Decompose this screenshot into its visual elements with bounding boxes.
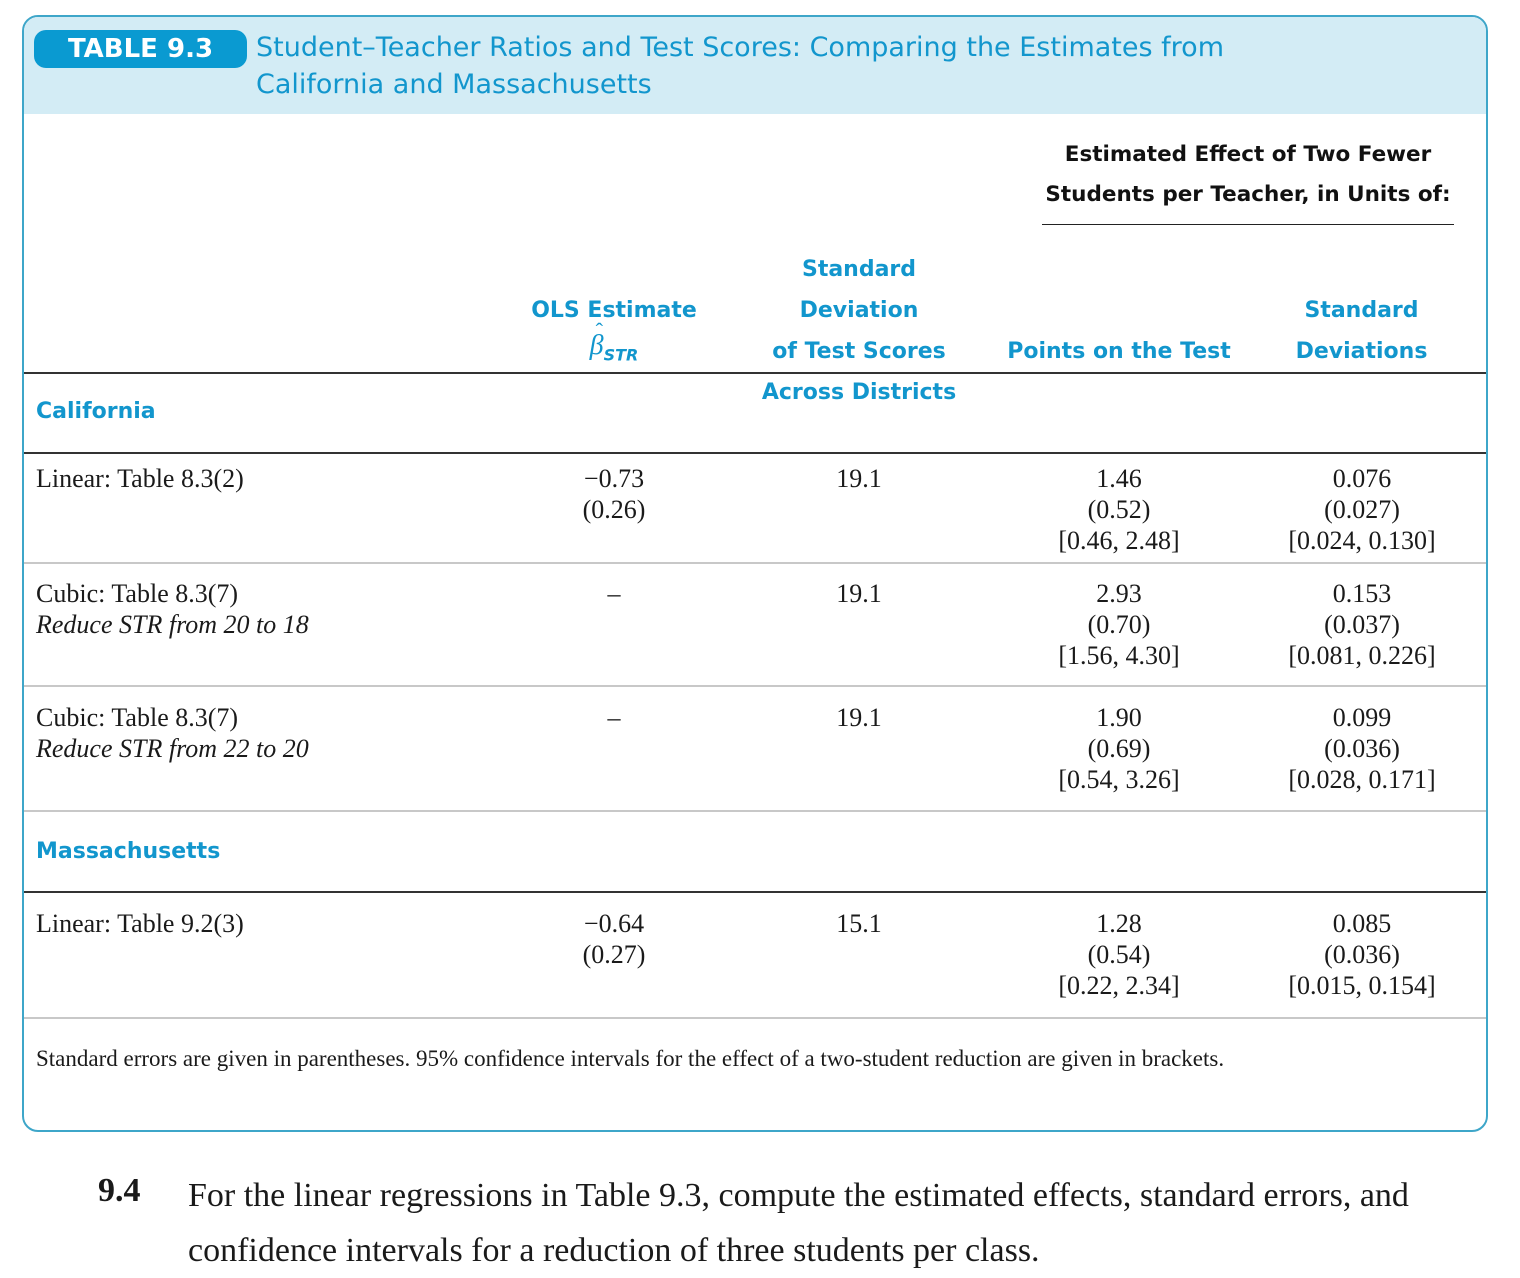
- row1-points-ci: [0.46, 2.48]: [1058, 526, 1180, 555]
- row1-label: Linear: Table 8.3(2): [36, 464, 244, 493]
- group-header-rule: [1042, 224, 1454, 225]
- row4-rule: [24, 1017, 1486, 1019]
- group-header: Estimated Effect of Two Fewer Students p…: [1042, 135, 1454, 215]
- col-header-ols: OLS Estimate β ˆ STR: [514, 290, 714, 371]
- massachusetts-rule: [24, 891, 1486, 893]
- row4-points-se: (0.54): [1087, 940, 1151, 969]
- row2-stdev: 0.153 (0.037) [0.081, 0.226]: [1252, 578, 1472, 671]
- row1-stdev-se: (0.027): [1324, 495, 1400, 524]
- section-massachusetts: Massachusetts: [36, 839, 221, 864]
- row1-ols-se: (0.26): [582, 495, 646, 524]
- row1-stdev: 0.076 (0.027) [0.024, 0.130]: [1252, 463, 1472, 556]
- col-header-sd-line2: of Test Scores: [772, 339, 946, 364]
- col-header-stdev-line2: Deviations: [1295, 339, 1428, 364]
- table-9-3: TABLE 9.3 Student–Teacher Ratios and Tes…: [22, 15, 1488, 1132]
- row2-points-value: 2.93: [1096, 579, 1142, 608]
- row1-sd: 19.1: [836, 464, 882, 493]
- row4-stdev-value: 0.085: [1332, 909, 1392, 938]
- beta-subscript: STR: [603, 345, 639, 365]
- row3-points-ci: [0.54, 3.26]: [1058, 765, 1180, 794]
- title-band: TABLE 9.3 Student–Teacher Ratios and Tes…: [24, 17, 1486, 114]
- row4-label: Linear: Table 9.2(3): [36, 909, 244, 938]
- col-header-stdev-line1: Standard: [1304, 298, 1419, 323]
- row3-stdev-value: 0.099: [1332, 703, 1392, 732]
- row1-ols: −0.73 (0.26): [514, 463, 714, 525]
- exercise-text: For the linear regressions in Table 9.3,…: [188, 1177, 1409, 1269]
- row4-sd: 15.1: [836, 909, 882, 938]
- col-header-ols-symbol: β ˆ STR: [514, 318, 714, 371]
- row2-ols: –: [607, 579, 621, 608]
- row2-label: Cubic: Table 8.3(7) Reduce STR from 20 t…: [36, 578, 309, 640]
- row4-points-ci: [0.22, 2.34]: [1058, 971, 1180, 1000]
- table-badge: TABLE 9.3: [34, 30, 247, 68]
- row4-stdev: 0.085 (0.036) [0.015, 0.154]: [1252, 908, 1472, 1001]
- row3-sd: 19.1: [836, 703, 882, 732]
- col-header-stdev: Standard Deviations: [1264, 290, 1459, 372]
- col-header-points: Points on the Test: [1007, 339, 1231, 364]
- row3-label-sub: Reduce STR from 22 to 20: [36, 734, 309, 763]
- row3-ols: –: [607, 703, 621, 732]
- table-title: Student–Teacher Ratios and Test Scores: …: [256, 29, 1376, 103]
- row2-rule: [24, 685, 1486, 687]
- california-rule: [24, 452, 1486, 454]
- row3-stdev-ci: [0.028, 0.171]: [1288, 765, 1436, 794]
- col-header-sd-line3: Across Districts: [761, 380, 957, 405]
- group-header-line1: Estimated Effect of Two Fewer: [1064, 142, 1432, 167]
- row4-points: 1.28 (0.54) [0.22, 2.34]: [1019, 908, 1219, 1001]
- row2-points-se: (0.70): [1087, 610, 1151, 639]
- row1-ols-value: −0.73: [583, 464, 645, 493]
- row4-stdev-se: (0.036): [1324, 940, 1400, 969]
- row2-points-ci: [1.56, 4.30]: [1058, 641, 1180, 670]
- section-california: California: [36, 399, 156, 424]
- row2-label-main: Cubic: Table 8.3(7): [36, 579, 239, 608]
- row3-stdev: 0.099 (0.036) [0.028, 0.171]: [1252, 702, 1472, 795]
- row4-ols: −0.64 (0.27): [514, 908, 714, 970]
- row3-label: Cubic: Table 8.3(7) Reduce STR from 22 t…: [36, 702, 309, 764]
- row2-stdev-se: (0.037): [1324, 610, 1400, 639]
- row4-ols-value: −0.64: [583, 909, 645, 938]
- row1-stdev-value: 0.076: [1332, 464, 1392, 493]
- row3-points: 1.90 (0.69) [0.54, 3.26]: [1019, 702, 1219, 795]
- table-note: Standard errors are given in parentheses…: [36, 1046, 1225, 1071]
- row3-rule: [24, 810, 1486, 812]
- table-title-line1: Student–Teacher Ratios and Test Scores: …: [256, 32, 1224, 63]
- col-header-sd: Standard Deviation of Test Scores Across…: [739, 249, 979, 413]
- row4-points-value: 1.28: [1096, 909, 1142, 938]
- row2-stdev-ci: [0.081, 0.226]: [1288, 641, 1436, 670]
- row1-points: 1.46 (0.52) [0.46, 2.48]: [1019, 463, 1219, 556]
- row2-sd: 19.1: [836, 579, 882, 608]
- row1-stdev-ci: [0.024, 0.130]: [1288, 526, 1436, 555]
- group-header-line2: Students per Teacher, in Units of:: [1045, 182, 1451, 207]
- row4-stdev-ci: [0.015, 0.154]: [1288, 971, 1436, 1000]
- row3-stdev-se: (0.036): [1324, 734, 1400, 763]
- row3-points-se: (0.69): [1087, 734, 1151, 763]
- row2-label-sub: Reduce STR from 20 to 18: [36, 610, 309, 639]
- row3-label-main: Cubic: Table 8.3(7): [36, 703, 239, 732]
- header-rule: [24, 372, 1486, 374]
- row2-points: 2.93 (0.70) [1.56, 4.30]: [1019, 578, 1219, 671]
- row3-points-value: 1.90: [1096, 703, 1142, 732]
- row1-points-value: 1.46: [1096, 464, 1142, 493]
- exercise-number: 9.4: [98, 1172, 141, 1209]
- col-header-ols-label: OLS Estimate: [531, 298, 697, 323]
- row1-rule: [24, 562, 1486, 564]
- table-title-line2: California and Massachusetts: [256, 69, 652, 100]
- hat-accent: ˆ: [595, 318, 603, 343]
- row4-ols-se: (0.27): [582, 940, 646, 969]
- col-header-sd-line1: Standard Deviation: [799, 257, 919, 323]
- row2-stdev-value: 0.153: [1332, 579, 1392, 608]
- row1-points-se: (0.52): [1087, 495, 1151, 524]
